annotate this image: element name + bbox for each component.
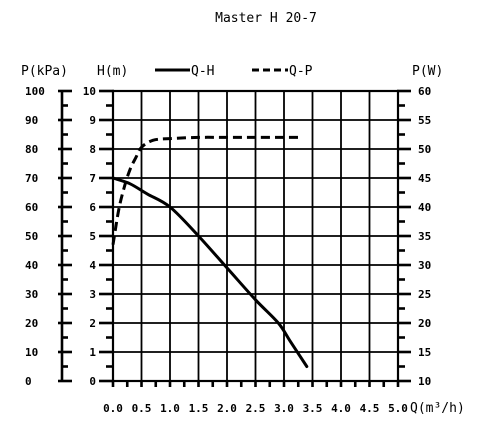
h-m-tick-label: 7 xyxy=(89,172,96,185)
p-w-tick-label: 30 xyxy=(418,259,431,272)
p-kpa-tick-label: 60 xyxy=(25,201,38,214)
p-w-tick-label: 60 xyxy=(418,85,431,98)
x-tick-label: 3.0 xyxy=(274,402,294,415)
x-tick-label: 4.0 xyxy=(331,402,351,415)
h-m-tick-label: 5 xyxy=(89,230,96,243)
p-kpa-tick-label: 10 xyxy=(25,346,38,359)
axis-label-p-w: P(W) xyxy=(412,64,443,79)
axis-label-p-kpa: P(kPa) xyxy=(21,64,68,79)
h-m-tick-label: 2 xyxy=(89,317,96,330)
h-m-tick-label: 10 xyxy=(83,85,96,98)
p-kpa-tick-label: 0 xyxy=(25,375,32,388)
p-w-tick-label: 20 xyxy=(418,317,431,330)
p-kpa-tick-label: 40 xyxy=(25,259,38,272)
p-kpa-tick-label: 70 xyxy=(25,172,38,185)
x-tick-label: 1.5 xyxy=(189,402,209,415)
x-axis-label: Q(m³/h) xyxy=(410,401,465,416)
p-w-tick-label: 40 xyxy=(418,201,431,214)
p-kpa-tick-label: 80 xyxy=(25,143,38,156)
x-tick-label: 2.0 xyxy=(217,402,237,415)
x-tick-label: 2.5 xyxy=(246,402,266,415)
h-m-tick-label: 8 xyxy=(89,143,96,156)
x-tick-label: 3.5 xyxy=(303,402,323,415)
x-tick-label: 4.5 xyxy=(360,402,380,415)
p-w-tick-label: 15 xyxy=(418,346,431,359)
x-tick-label: 0.5 xyxy=(132,402,152,415)
plot-area: 0.0 0.5 1.0 1.5 2.0 2.5 3.0 3.5 4.0 4.5 5.00102030… xyxy=(25,85,431,415)
p-w-tick-label: 55 xyxy=(418,114,431,127)
h-m-tick-label: 0 xyxy=(89,375,96,388)
legend-label-q-p: Q-P xyxy=(289,64,313,79)
h-m-tick-label: 4 xyxy=(89,259,96,272)
p-w-tick-label: 25 xyxy=(418,288,431,301)
series-line-q-h xyxy=(111,176,309,368)
p-kpa-tick-label: 50 xyxy=(25,230,38,243)
h-m-tick-label: 3 xyxy=(89,288,96,301)
x-tick-label: 1.0 xyxy=(160,402,180,415)
legend-label-q-h: Q-H xyxy=(191,64,214,79)
h-m-tick-label: 9 xyxy=(89,114,96,127)
p-w-tick-label: 35 xyxy=(418,230,431,243)
p-w-tick-label: 50 xyxy=(418,143,431,156)
series-line-q-p xyxy=(111,135,302,245)
x-tick-label: 0.0 xyxy=(103,402,123,415)
h-m-tick-label: 1 xyxy=(89,346,96,359)
p-kpa-tick-label: 30 xyxy=(25,288,38,301)
chart-title: Master H 20-7 xyxy=(215,11,317,26)
p-kpa-tick-label: 100 xyxy=(25,85,45,98)
p-w-tick-label: 45 xyxy=(418,172,431,185)
p-kpa-tick-label: 90 xyxy=(25,114,38,127)
x-tick-label: 5.0 xyxy=(388,402,408,415)
p-kpa-tick-label: 20 xyxy=(25,317,38,330)
h-m-tick-label: 6 xyxy=(89,201,96,214)
axis-label-h-m: H(m) xyxy=(97,64,128,79)
p-w-tick-label: 10 xyxy=(418,375,431,388)
